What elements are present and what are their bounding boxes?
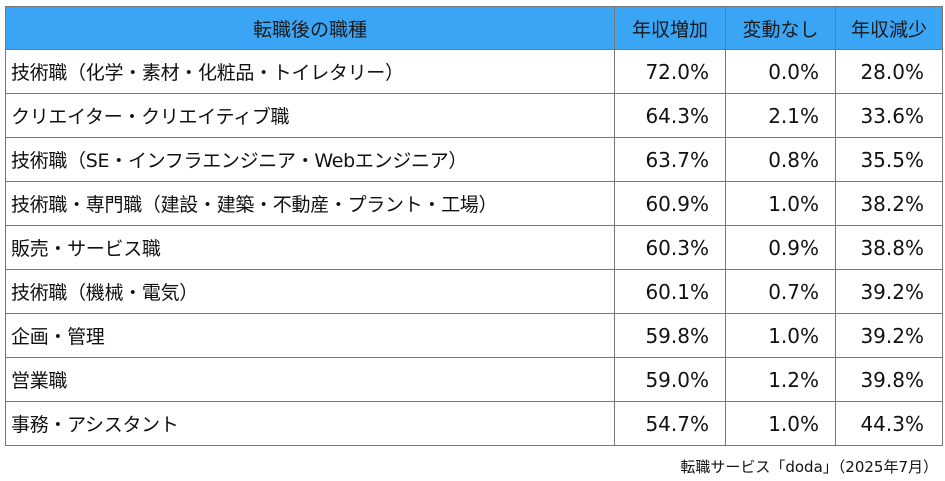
- table-row: 販売・サービス職 60.3% 0.9% 38.8%: [5, 225, 943, 270]
- no-change-cell: 1.0%: [725, 401, 836, 446]
- decrease-cell: 28.0%: [835, 49, 943, 94]
- no-change-cell: 2.1%: [725, 93, 836, 138]
- job-type-cell: 技術職（化学・素材・化粧品・トイレタリー）: [5, 49, 615, 94]
- decrease-cell: 38.2%: [835, 181, 943, 226]
- no-change-cell: 0.0%: [725, 49, 836, 94]
- decrease-cell: 35.5%: [835, 137, 943, 182]
- decrease-cell: 44.3%: [835, 401, 943, 446]
- decrease-cell: 33.6%: [835, 93, 943, 138]
- no-change-cell: 1.0%: [725, 181, 836, 226]
- no-change-cell: 0.7%: [725, 269, 836, 314]
- no-change-cell: 1.2%: [725, 357, 836, 402]
- header-increase: 年収増加: [614, 6, 726, 50]
- job-type-cell: 技術職・専門職（建設・建築・不動産・プラント・工場）: [5, 181, 615, 226]
- header-job-type: 転職後の職種: [5, 6, 615, 50]
- decrease-cell: 39.8%: [835, 357, 943, 402]
- increase-cell: 63.7%: [614, 137, 726, 182]
- table-row: 営業職 59.0% 1.2% 39.8%: [5, 357, 943, 402]
- increase-cell: 60.9%: [614, 181, 726, 226]
- table-row: 技術職・専門職（建設・建築・不動産・プラント・工場） 60.9% 1.0% 38…: [5, 181, 943, 226]
- no-change-cell: 0.8%: [725, 137, 836, 182]
- job-type-cell: 企画・管理: [5, 313, 615, 358]
- source-note: 転職サービス「doda」（2025年7月）: [680, 458, 938, 476]
- decrease-cell: 39.2%: [835, 269, 943, 314]
- increase-cell: 54.7%: [614, 401, 726, 446]
- increase-cell: 59.8%: [614, 313, 726, 358]
- decrease-cell: 39.2%: [835, 313, 943, 358]
- no-change-cell: 1.0%: [725, 313, 836, 358]
- job-type-cell: 技術職（SE・インフラエンジニア・Webエンジニア）: [5, 137, 615, 182]
- job-type-cell: 販売・サービス職: [5, 225, 615, 270]
- increase-cell: 59.0%: [614, 357, 726, 402]
- job-type-cell: 事務・アシスタント: [5, 401, 615, 446]
- no-change-cell: 0.9%: [725, 225, 836, 270]
- job-type-cell: 技術職（機械・電気）: [5, 269, 615, 314]
- table-row: クリエイター・クリエイティブ職 64.3% 2.1% 33.6%: [5, 93, 943, 138]
- increase-cell: 64.3%: [614, 93, 726, 138]
- decrease-cell: 38.8%: [835, 225, 943, 270]
- table-row: 技術職（化学・素材・化粧品・トイレタリー） 72.0% 0.0% 28.0%: [5, 49, 943, 94]
- job-change-salary-table-wrapper: 転職後の職種 年収増加 変動なし 年収減少 技術職（化学・素材・化粧品・トイレタ…: [5, 6, 943, 446]
- increase-cell: 60.3%: [614, 225, 726, 270]
- job-type-cell: 営業職: [5, 357, 615, 402]
- job-change-salary-table: 転職後の職種 年収増加 変動なし 年収減少 技術職（化学・素材・化粧品・トイレタ…: [5, 6, 943, 446]
- job-type-cell: クリエイター・クリエイティブ職: [5, 93, 615, 138]
- increase-cell: 60.1%: [614, 269, 726, 314]
- table-row: 技術職（機械・電気） 60.1% 0.7% 39.2%: [5, 269, 943, 314]
- header-decrease: 年収減少: [835, 6, 943, 50]
- table-row: 企画・管理 59.8% 1.0% 39.2%: [5, 313, 943, 358]
- increase-cell: 72.0%: [614, 49, 726, 94]
- table-row: 事務・アシスタント 54.7% 1.0% 44.3%: [5, 401, 943, 446]
- table-header-row: 転職後の職種 年収増加 変動なし 年収減少: [5, 6, 943, 50]
- header-no-change: 変動なし: [725, 6, 836, 50]
- table-row: 技術職（SE・インフラエンジニア・Webエンジニア） 63.7% 0.8% 35…: [5, 137, 943, 182]
